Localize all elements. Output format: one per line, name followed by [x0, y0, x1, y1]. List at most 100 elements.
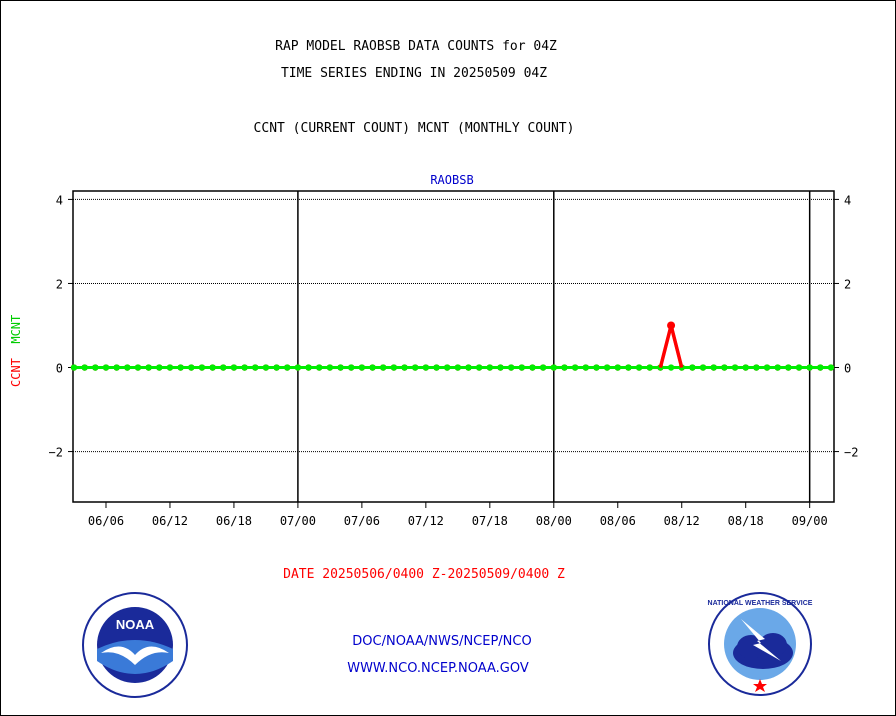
data-point-mcnt: [603, 364, 611, 371]
x-tick-label: 08/06: [600, 514, 636, 528]
data-point-mcnt: [252, 364, 259, 371]
data-point-mcnt: [390, 364, 398, 371]
data-point-mcnt: [667, 364, 675, 371]
data-point-mcnt: [475, 364, 483, 371]
data-point-mcnt: [188, 364, 195, 371]
data-point-mcnt: [721, 364, 728, 371]
x-tick-label: 07/06: [344, 514, 380, 528]
y-tick-label-right: 2: [844, 277, 851, 291]
data-point-mcnt: [465, 364, 472, 371]
data-point-mcnt: [699, 364, 707, 371]
nws-logo-text: NATIONAL WEATHER SERVICE: [708, 600, 813, 607]
noaa-logo-text: NOAA: [116, 617, 155, 632]
data-point-mcnt: [369, 364, 376, 371]
y-tick-label-right: −2: [844, 446, 858, 460]
data-point-mcnt: [177, 364, 184, 371]
data-point-mcnt: [198, 364, 206, 371]
data-point-mcnt: [220, 364, 227, 371]
data-point-mcnt: [92, 364, 99, 371]
chart-title-line2: TIME SERIES ENDING IN 20250509 04Z: [280, 66, 548, 81]
data-point-mcnt: [124, 364, 131, 371]
data-point-mcnt: [785, 364, 792, 371]
data-point-peak-ccnt: [667, 321, 676, 330]
data-point-mcnt: [742, 364, 749, 371]
data-point-mcnt: [134, 364, 142, 371]
data-point-mcnt: [294, 364, 302, 371]
x-tick-label: 09/00: [792, 514, 828, 528]
noaa-logo: NOAA: [82, 592, 188, 698]
data-point-mcnt: [102, 364, 110, 371]
data-point-mcnt: [305, 364, 312, 371]
data-point-mcnt: [507, 364, 515, 371]
data-point-mcnt: [817, 364, 824, 371]
data-point-mcnt: [710, 364, 717, 371]
data-point-mcnt: [486, 364, 494, 371]
data-point-mcnt: [763, 364, 771, 371]
data-point-mcnt: [518, 364, 526, 371]
data-point-mcnt: [689, 364, 696, 371]
data-point-mcnt: [379, 364, 387, 371]
x-tick-label: 06/12: [152, 514, 188, 528]
data-point-mcnt: [582, 364, 589, 371]
data-point-mcnt: [443, 364, 451, 371]
footer-url: WWW.NCO.NCEP.NOAA.GOV: [347, 661, 529, 676]
data-point-mcnt: [593, 364, 600, 371]
data-point-mcnt: [806, 364, 813, 371]
data-point-mcnt: [241, 364, 248, 371]
data-point-mcnt: [497, 364, 504, 371]
data-point-mcnt: [635, 364, 643, 371]
data-point-mcnt: [454, 364, 462, 371]
data-point-mcnt: [156, 364, 163, 371]
chart-subtitle: CCNT (CURRENT COUNT) MCNT (MONTHLY COUNT…: [253, 121, 575, 136]
date-range: DATE 20250506/0400 Z-20250509/0400 Z: [283, 567, 565, 582]
data-point-mcnt: [625, 364, 632, 371]
data-point-mcnt: [422, 364, 430, 371]
data-point-mcnt: [774, 364, 781, 371]
x-tick-label: 06/18: [216, 514, 252, 528]
x-tick-label: 08/00: [536, 514, 572, 528]
y-tick-label-right: 0: [844, 362, 851, 376]
data-point-mcnt: [646, 364, 653, 371]
x-tick-label: 07/12: [408, 514, 444, 528]
data-point-mcnt: [337, 364, 344, 371]
data-point-mcnt: [209, 364, 216, 371]
data-point-mcnt: [166, 364, 174, 371]
data-point-mcnt: [401, 364, 408, 371]
data-point-mcnt: [113, 364, 120, 371]
data-point-mcnt: [348, 364, 355, 371]
data-point-mcnt: [433, 364, 440, 371]
x-tick-label: 08/18: [728, 514, 764, 528]
data-point-mcnt: [358, 364, 366, 371]
data-point-mcnt: [539, 364, 547, 371]
y-tick-label-left: 2: [56, 277, 63, 291]
data-point-mcnt: [230, 364, 238, 371]
y-tick-label-right: 4: [844, 193, 851, 207]
data-point-mcnt: [284, 364, 291, 371]
nws-logo: NATIONAL WEATHER SERVICE: [708, 592, 813, 696]
footer-org: DOC/NOAA/NWS/NCEP/NCO: [352, 634, 532, 649]
y-tick-label-left: −2: [49, 446, 63, 460]
data-point-mcnt: [81, 364, 88, 371]
data-point-mcnt: [571, 364, 579, 371]
x-tick-label: 06/06: [88, 514, 124, 528]
series-peak-ccnt: [658, 325, 684, 368]
data-point-mcnt: [561, 364, 568, 371]
plot-frame: [72, 190, 835, 503]
x-tick-label: 07/00: [280, 514, 316, 528]
y-tick-label-left: 0: [56, 362, 63, 376]
data-point-mcnt: [262, 364, 270, 371]
data-point-mcnt: [273, 364, 280, 371]
data-point-mcnt: [411, 364, 419, 371]
series-line-ccnt: [74, 325, 831, 369]
data-point-mcnt: [326, 364, 334, 371]
data-point-mcnt: [550, 364, 557, 371]
chart-title: RAP MODEL RAOBSB DATA COUNTS for 04Z: [275, 39, 557, 54]
y-tick-label-left: 4: [56, 193, 63, 207]
panel-label: RAOBSB: [430, 173, 474, 187]
data-point-mcnt: [731, 364, 739, 371]
data-point-mcnt: [753, 364, 760, 371]
data-point-mcnt: [795, 364, 803, 371]
data-point-mcnt: [827, 364, 835, 371]
